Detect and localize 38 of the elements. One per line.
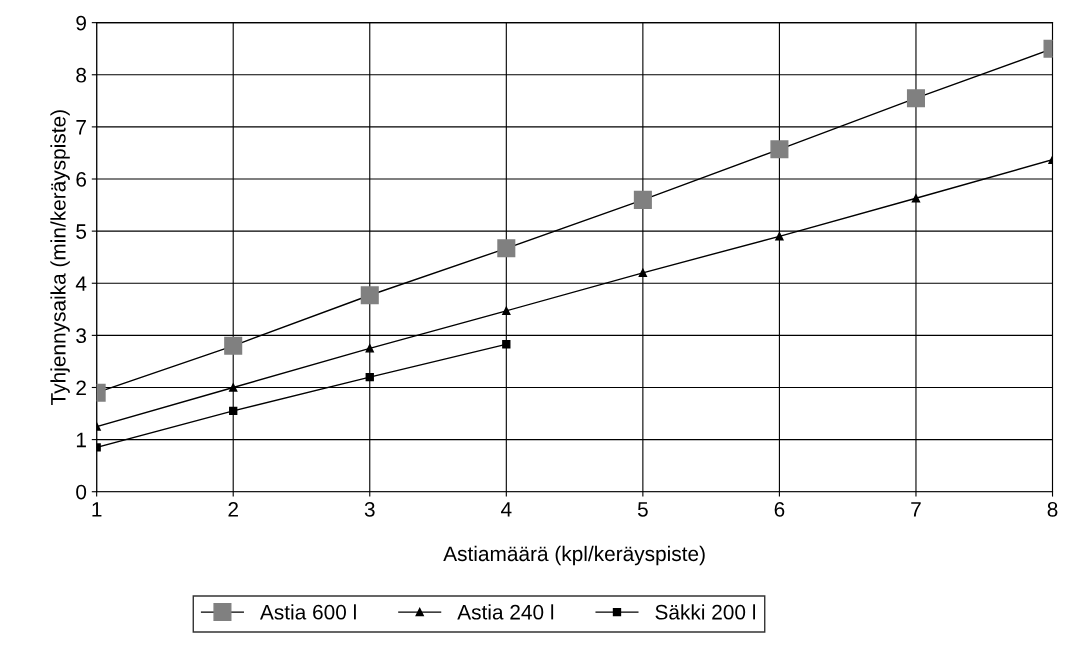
y-tick-label: 7 <box>76 120 86 135</box>
point <box>502 306 511 316</box>
point <box>224 336 243 355</box>
point <box>638 268 648 277</box>
x-tick-label: 1 <box>92 502 102 517</box>
x-axis-title: Astiamäärä (kpl/keräyspiste) <box>443 545 705 566</box>
point <box>502 340 511 349</box>
point <box>365 372 374 382</box>
point <box>365 344 374 353</box>
point <box>906 89 925 108</box>
y-tick-label: 0 <box>76 484 87 500</box>
point <box>229 406 238 416</box>
y-axis-title: Tyhjennysaika (min/keräyspiste) <box>50 110 70 405</box>
y-tick-label: 5 <box>76 224 87 239</box>
y-tick-label: 8 <box>76 67 87 83</box>
x-tick-label: 5 <box>637 502 648 517</box>
point <box>770 140 789 159</box>
legend-label: Astia 600 l <box>259 604 356 620</box>
point <box>911 194 921 203</box>
point <box>497 239 516 258</box>
x-tick-label: 4 <box>501 502 512 517</box>
x-tick-label: 7 <box>911 502 921 517</box>
point <box>633 190 652 209</box>
legend-label: Astia 240 l <box>457 604 554 620</box>
x-tick-label: 3 <box>364 501 375 517</box>
y-tick-label: 1 <box>76 432 86 448</box>
point <box>360 286 379 305</box>
y-tick-label: 4 <box>75 276 87 291</box>
x-tick-label: 8 <box>1047 501 1058 517</box>
y-tick-label: 3 <box>76 328 87 344</box>
y-tick-label: 9 <box>76 15 86 31</box>
point <box>229 383 238 392</box>
x-tick-label: 2 <box>228 501 238 517</box>
y-tick-label: 2 <box>76 380 86 396</box>
x-tick-label: 6 <box>774 501 785 517</box>
legend-label: Säkki 200 l <box>655 604 756 620</box>
y-tick-label: 6 <box>76 172 87 187</box>
point <box>775 232 784 241</box>
